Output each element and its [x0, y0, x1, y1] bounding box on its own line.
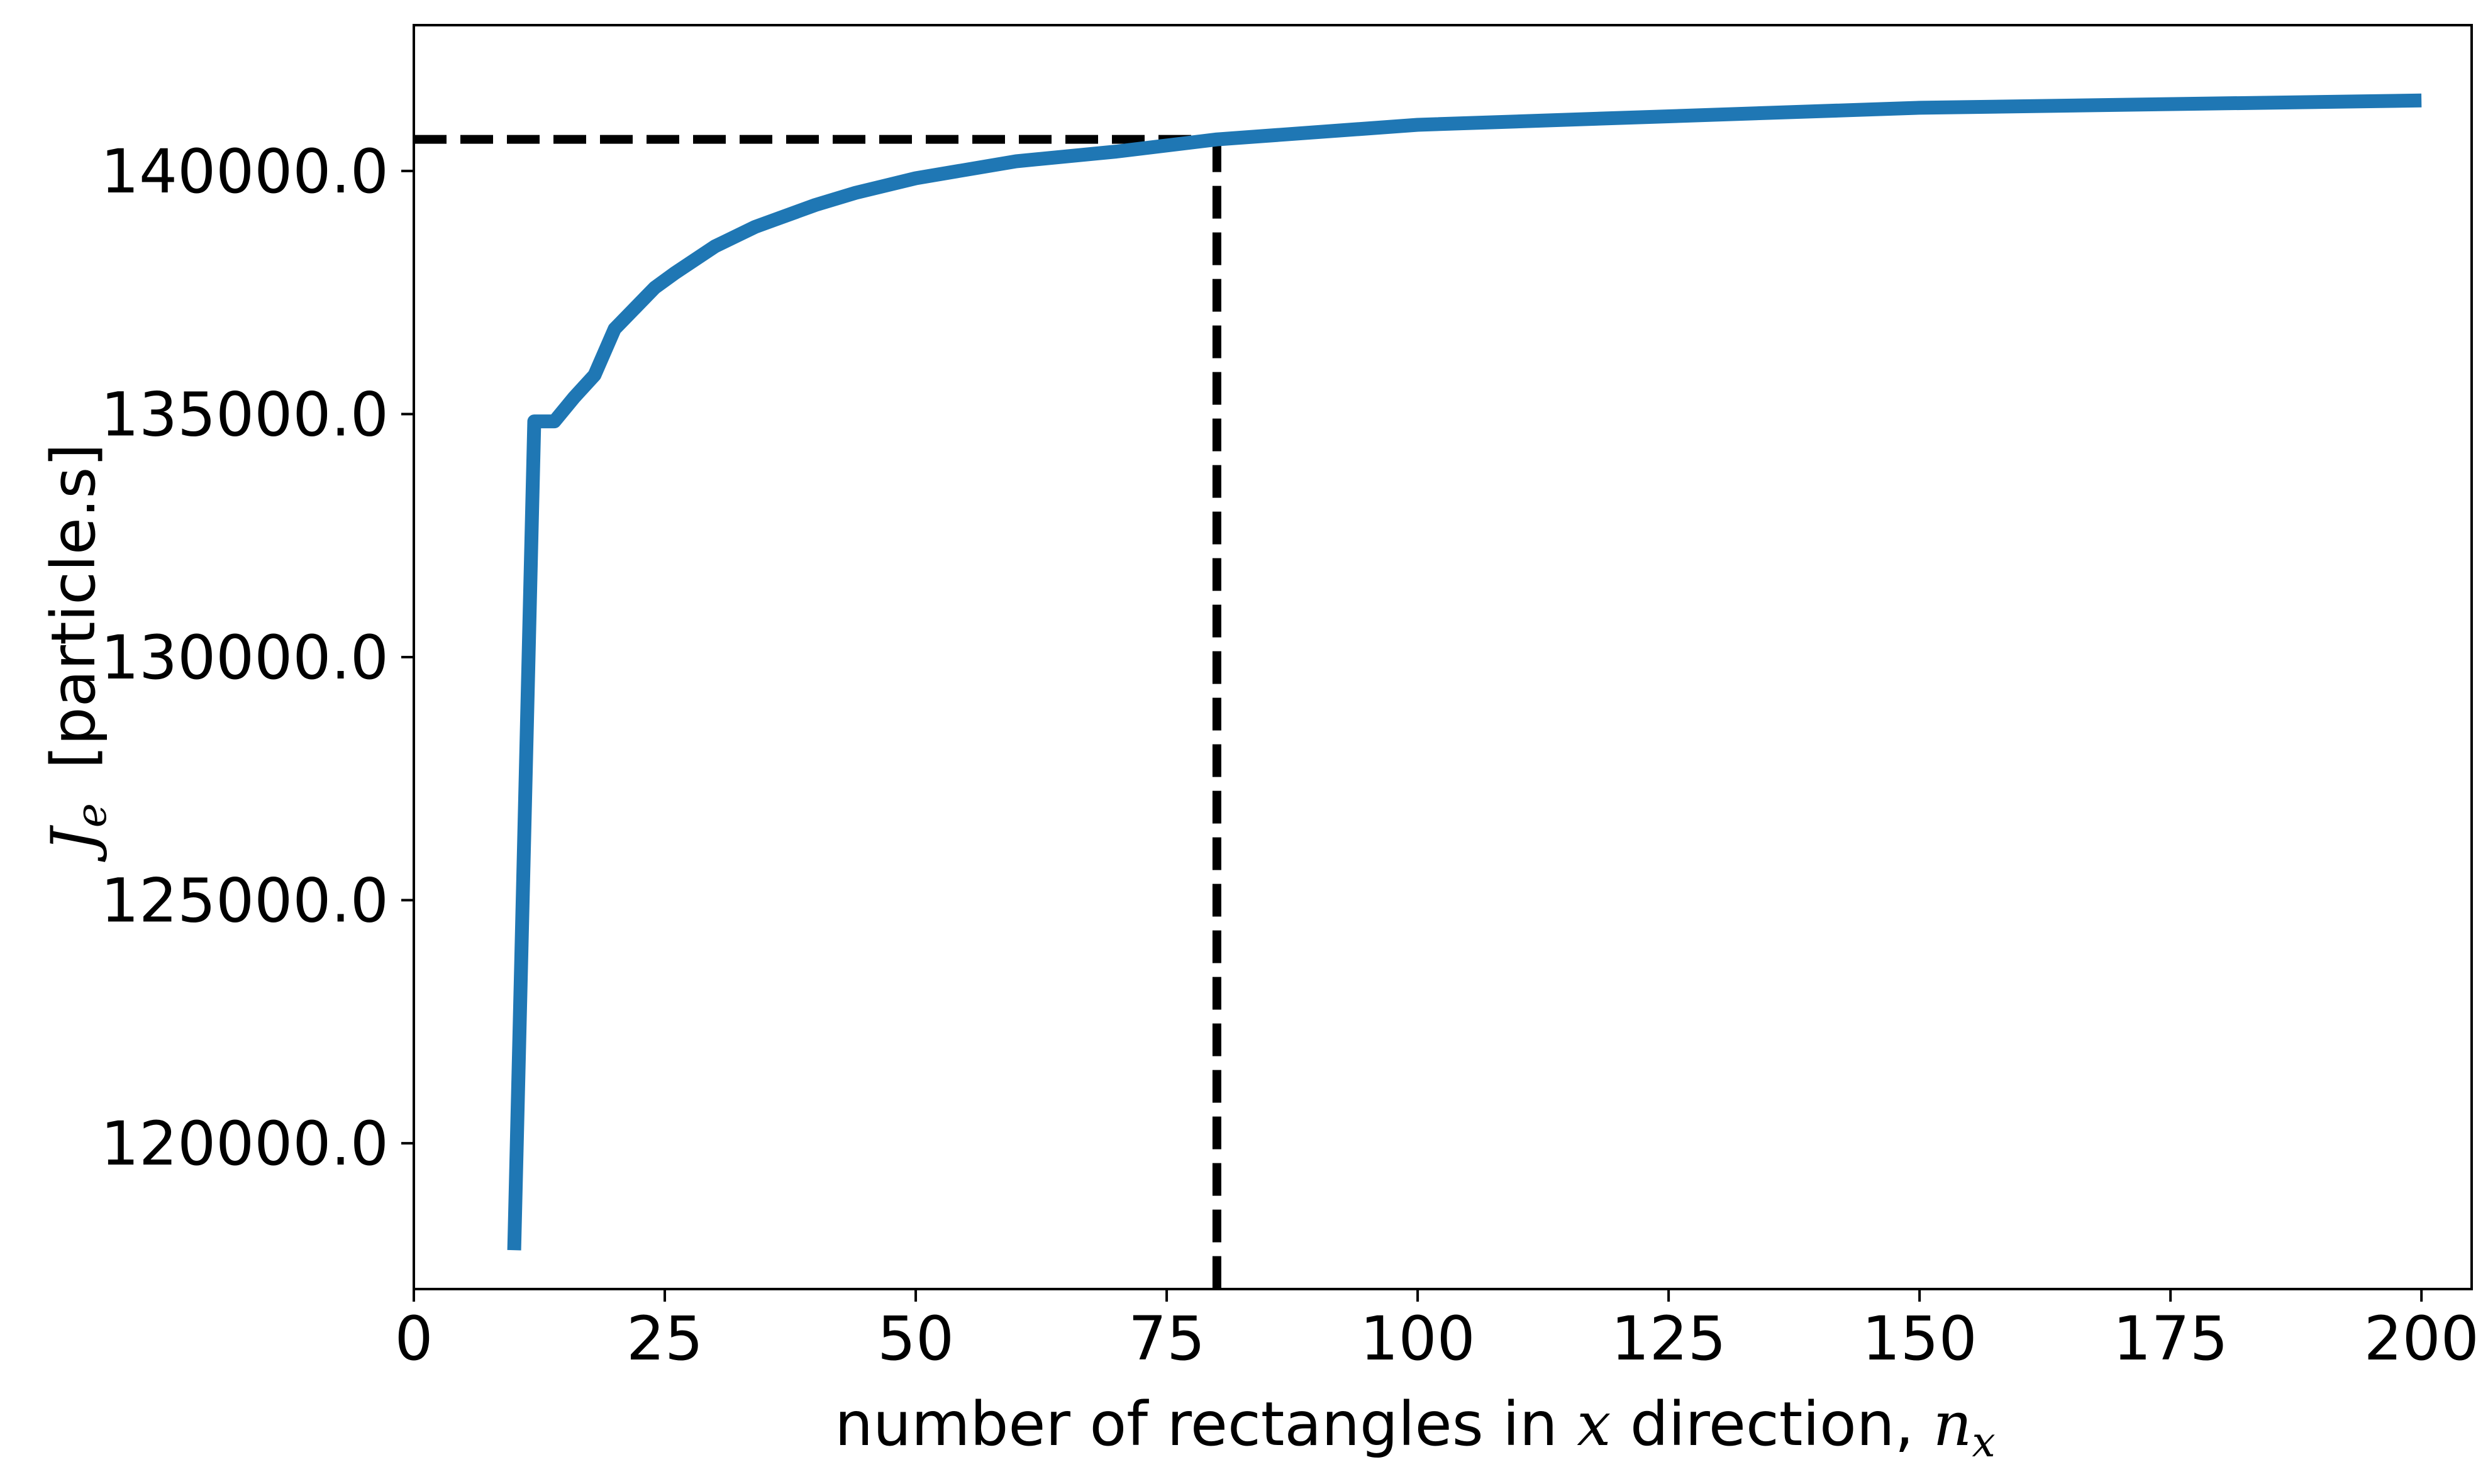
x-tick-label: 125 — [1611, 1304, 1726, 1374]
x-ticks: 0 25 50 75 100 125 150 175 200 — [394, 1289, 2479, 1374]
y-tick-label: 140000.0 — [101, 136, 389, 207]
x-axis-label-subscript: x — [1972, 1418, 1995, 1466]
y-tick-label: 130000.0 — [101, 623, 389, 693]
x-axis-label-symbol: n — [1933, 1389, 1972, 1459]
y-axis-label-unit: [particle.s] — [38, 443, 109, 769]
y-axis-label-subscript: e — [67, 803, 116, 828]
x-tick-label: 25 — [626, 1304, 703, 1374]
y-tick-label: 135000.0 — [101, 379, 389, 450]
x-tick-label: 100 — [1360, 1304, 1475, 1374]
series-layer — [507, 93, 2422, 1251]
x-tick-label: 75 — [1128, 1304, 1205, 1374]
x-tick-label: 200 — [2364, 1304, 2479, 1374]
x-axis-label: number of rectangles in x direction, nx — [835, 1389, 1995, 1466]
y-axis-label: Je [particle.s] — [38, 443, 120, 863]
x-tick-label: 0 — [394, 1304, 433, 1374]
x-tick-label: 175 — [2113, 1304, 2228, 1374]
x-tick-label: 150 — [1862, 1304, 1977, 1374]
y-tick-label: 120000.0 — [101, 1109, 389, 1179]
y-ticks: 120000.0 125000.0 130000.0 135000.0 140000.0 — [101, 136, 414, 1179]
y-tick-label: 125000.0 — [101, 866, 389, 936]
series-line-0 — [507, 93, 2422, 1251]
x-axis-label-var: x — [1577, 1389, 1611, 1459]
reference-lines — [414, 135, 1221, 1289]
x-tick-label: 50 — [877, 1304, 954, 1374]
